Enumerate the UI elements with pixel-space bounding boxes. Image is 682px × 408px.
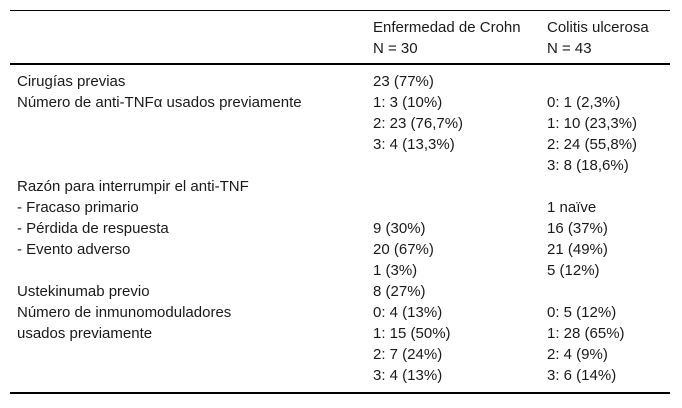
crohn-value-cell: 1 (3%) — [373, 262, 418, 279]
colitis-value-cell: 5 (12%) — [547, 262, 600, 279]
crohn-value-cell — [373, 197, 547, 218]
crohn-value-cell: 0: 4 (13%) — [373, 304, 443, 321]
crohn-value-cell: 20 (67%) — [373, 241, 434, 258]
table-row: 3: 4 (13%) 3: 6 (14%) — [10, 365, 670, 393]
table-row: Número de inmunomoduladores 0: 4 (13%) 0… — [10, 302, 670, 323]
colitis-column-header: Colitis ulcerosa N = 43 — [547, 10, 670, 65]
row-label-cell: - Pérdida de respuesta — [17, 220, 169, 237]
colitis-column-n: N = 43 — [547, 40, 592, 57]
table-row: Razón para interrumpir el anti-TNF — [10, 176, 670, 197]
table-row: 3: 8 (18,6%) — [10, 155, 670, 176]
colitis-value-cell: 0: 5 (12%) — [547, 304, 617, 321]
crohn-value-cell: 2: 7 (24%) — [373, 346, 443, 363]
patient-characteristics-table: Enfermedad de Crohn N = 30 Colitis ulcer… — [10, 10, 670, 394]
colitis-value-cell — [547, 281, 670, 302]
table-row: usados previamente 1: 15 (50%) 1: 28 (65… — [10, 323, 670, 344]
row-label-cell — [10, 155, 373, 176]
row-label-cell: usados previamente — [17, 325, 153, 342]
colitis-value-cell: 21 (49%) — [547, 241, 608, 258]
row-label-cell: Cirugías previas — [17, 73, 126, 90]
empty-header-cell — [10, 10, 373, 65]
colitis-value-cell: 1: 28 (65%) — [547, 325, 625, 342]
crohn-value-cell — [373, 155, 547, 176]
row-label-cell: Número de inmunomoduladores — [17, 304, 232, 321]
colitis-value-cell: 3: 8 (18,6%) — [547, 157, 629, 174]
table-body: Cirugías previas 23 (77%) Número de anti… — [10, 64, 670, 393]
row-label-cell: Ustekinumab previo — [17, 283, 150, 300]
crohn-value-cell: 1: 15 (50%) — [373, 325, 451, 342]
header-row: Enfermedad de Crohn N = 30 Colitis ulcer… — [10, 10, 670, 65]
row-label-cell — [10, 134, 373, 155]
row-label-cell: Razón para interrumpir el anti-TNF — [17, 178, 249, 195]
crohn-value-cell: 2: 23 (76,7%) — [373, 115, 464, 132]
colitis-value-cell: 0: 1 (2,3%) — [547, 94, 621, 111]
crohn-column-title: Enfermedad de Crohn — [373, 19, 521, 36]
colitis-value-cell — [547, 176, 670, 197]
colitis-value-cell: 1 naïve — [547, 199, 597, 216]
table-row: 2: 23 (76,7%) 1: 10 (23,3%) — [10, 113, 670, 134]
row-label-cell — [10, 113, 373, 134]
table-row: Cirugías previas 23 (77%) — [10, 64, 670, 92]
row-label-cell: - Evento adverso — [17, 241, 131, 258]
colitis-value-cell: 2: 4 (9%) — [547, 346, 608, 363]
row-label-cell: Número de anti-TNFα usados previamente — [17, 94, 302, 111]
table-row: - Fracaso primario 1 naïve — [10, 197, 670, 218]
crohn-value-cell: 3: 4 (13,3%) — [373, 136, 455, 153]
table-row: 1 (3%) 5 (12%) — [10, 260, 670, 281]
crohn-value-cell: 1: 3 (10%) — [373, 94, 443, 111]
colitis-value-cell: 1: 10 (23,3%) — [547, 115, 638, 132]
row-label-cell — [10, 365, 373, 393]
colitis-value-cell: 16 (37%) — [547, 220, 608, 237]
crohn-value-cell: 3: 4 (13%) — [373, 367, 443, 384]
colitis-value-cell: 2: 24 (55,8%) — [547, 136, 638, 153]
table-row: 2: 7 (24%) 2: 4 (9%) — [10, 344, 670, 365]
colitis-column-title: Colitis ulcerosa — [547, 19, 649, 36]
table-row: Ustekinumab previo 8 (27%) — [10, 281, 670, 302]
paper-table-page: Enfermedad de Crohn N = 30 Colitis ulcer… — [10, 10, 670, 394]
row-label-cell — [10, 344, 373, 365]
crohn-value-cell: 23 (77%) — [373, 73, 434, 90]
colitis-value-cell: 3: 6 (14%) — [547, 367, 617, 384]
row-label-cell — [10, 260, 373, 281]
crohn-column-header: Enfermedad de Crohn N = 30 — [373, 10, 547, 65]
table-row: 3: 4 (13,3%) 2: 24 (55,8%) — [10, 134, 670, 155]
crohn-value-cell: 8 (27%) — [373, 283, 426, 300]
table-row: - Pérdida de respuesta 9 (30%) 16 (37%) — [10, 218, 670, 239]
table-row: Número de anti-TNFα usados previamente 1… — [10, 92, 670, 113]
crohn-value-cell — [373, 176, 547, 197]
crohn-value-cell: 9 (30%) — [373, 220, 426, 237]
crohn-column-n: N = 30 — [373, 40, 418, 57]
table-row: - Evento adverso 20 (67%) 21 (49%) — [10, 239, 670, 260]
row-label-cell: - Fracaso primario — [17, 199, 139, 216]
colitis-value-cell — [547, 64, 670, 92]
